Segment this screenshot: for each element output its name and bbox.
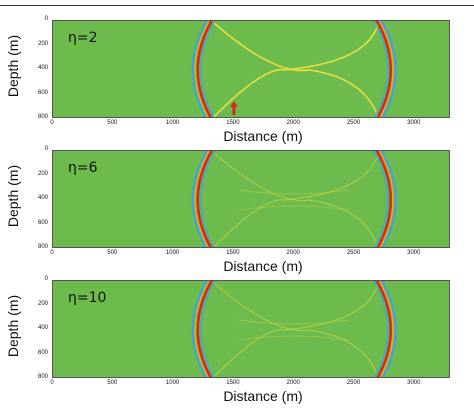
arrow-marker-icon <box>229 101 238 115</box>
y-axis-label: Depth (m) <box>5 164 21 228</box>
left-wavefront-band <box>196 151 214 247</box>
x-tick-label: 1000 <box>165 250 180 256</box>
right-wavefront-band <box>375 151 392 247</box>
eta-label: η=6 <box>68 160 98 176</box>
right-wavefront-band <box>372 281 389 377</box>
x-tick-label: 500 <box>107 120 118 126</box>
left-wavefront-band <box>194 281 211 377</box>
interference-line <box>239 189 350 195</box>
wavefield-plot <box>52 20 450 118</box>
y-tick-label: 800 <box>37 374 48 380</box>
left-wavefront-band <box>200 21 216 117</box>
interference-line <box>239 319 350 325</box>
eta-label: η=10 <box>68 290 107 306</box>
left-wavefront-band <box>191 281 208 377</box>
x-tick-label: 2500 <box>346 120 361 126</box>
x-tick-label: 0 <box>50 120 54 126</box>
background-field <box>53 151 449 247</box>
x-tick-label: 1500 <box>226 120 240 126</box>
left-wavefront-band <box>200 151 216 247</box>
wavefield-svg <box>53 281 449 377</box>
left-wavefront-band <box>196 21 214 117</box>
y-tick-label: 0 <box>44 16 48 22</box>
wavefield-svg <box>53 21 449 117</box>
panel-eta-2: η=2 Depth (m) 0 200 400 600 800 0 500 1000 1500 200… <box>0 16 474 148</box>
right-wavefront-band <box>372 151 389 247</box>
right-wavefront-band <box>372 21 389 117</box>
wavefield-plot <box>52 150 450 248</box>
left-wavefront-band <box>194 21 211 117</box>
reflection-event-2 <box>212 21 380 117</box>
eta-label: η=2 <box>68 30 98 46</box>
right-wavefront-band <box>380 21 397 117</box>
reflection-event-1 <box>211 151 379 247</box>
y-tick-label: 400 <box>37 65 48 71</box>
x-tick-label: 2000 <box>286 380 300 386</box>
left-wavefront-band <box>194 151 211 247</box>
y-tick-label: 800 <box>37 114 48 120</box>
left-wavefront-band <box>196 281 214 377</box>
background-field <box>53 21 449 117</box>
y-tick-label: 200 <box>37 300 48 307</box>
right-wavefront-band <box>378 281 394 377</box>
left-wavefront-band <box>191 151 208 247</box>
right-wavefront-band <box>380 281 397 377</box>
y-tick-label: 200 <box>37 40 48 47</box>
panel-eta-10: η=10 Depth (m) 0 200 400 600 800 0 500 1000 1500 20… <box>0 276 474 408</box>
interference-line <box>239 335 350 341</box>
x-tick-label: 3000 <box>407 380 421 386</box>
top-rule <box>0 5 474 6</box>
x-tick-label: 1500 <box>226 250 240 256</box>
x-tick-label: 2500 <box>346 250 361 256</box>
x-tick-label: 1000 <box>165 120 180 126</box>
y-axis-label: Depth (m) <box>5 294 21 358</box>
x-tick-label: 2000 <box>286 120 300 126</box>
x-axis-label: Distance (m) <box>223 258 303 274</box>
x-tick-label: 3000 <box>407 120 421 126</box>
y-tick-label: 0 <box>44 276 48 282</box>
x-axis-label: Distance (m) <box>223 128 303 144</box>
x-tick-label: 0 <box>50 250 54 256</box>
panel-eta-6: η=6 Depth (m) 0 200 400 600 800 0 500 1000 1500 200… <box>0 146 474 278</box>
x-tick-label: 1500 <box>226 380 240 386</box>
y-tick-label: 600 <box>37 219 48 226</box>
wavefield-svg <box>53 151 449 247</box>
left-wavefront-band <box>191 21 208 117</box>
right-wavefront-band <box>378 151 394 247</box>
y-tick-label: 200 <box>37 170 48 177</box>
interference-line <box>239 205 350 211</box>
x-axis-label-row: Distance (m) <box>0 258 474 274</box>
background-field <box>53 281 449 377</box>
y-axis-label: Depth (m) <box>5 34 21 98</box>
x-tick-label: 0 <box>50 380 54 386</box>
x-tick-label: 500 <box>107 380 118 386</box>
x-tick-label: 2500 <box>346 380 361 386</box>
x-axis-label: Distance (m) <box>223 388 303 404</box>
left-wavefront-band <box>200 281 216 377</box>
x-tick-label: 500 <box>107 250 118 256</box>
reflection-event-2 <box>213 281 380 377</box>
x-tick-label: 3000 <box>407 250 421 256</box>
right-wavefront-band <box>380 151 397 247</box>
right-wavefront-band <box>375 281 392 377</box>
reflection-event-2 <box>213 151 380 247</box>
x-axis-label-row: Distance (m) <box>0 128 474 144</box>
y-tick-label: 0 <box>44 146 48 152</box>
y-tick-label: 600 <box>37 349 48 356</box>
right-wavefront-band <box>375 21 392 117</box>
reflection-event-1 <box>211 281 379 377</box>
x-tick-label: 1000 <box>165 380 180 386</box>
y-tick-label: 800 <box>37 244 48 250</box>
x-axis-label-row: Distance (m) <box>0 388 474 404</box>
y-tick-label: 400 <box>37 325 48 331</box>
x-tick-label: 2000 <box>286 250 300 256</box>
y-tick-label: 400 <box>37 195 48 201</box>
y-tick-label: 600 <box>37 89 48 96</box>
reflection-event-1 <box>211 21 379 117</box>
wavefield-plot <box>52 280 450 378</box>
right-wavefront-band <box>378 21 394 117</box>
